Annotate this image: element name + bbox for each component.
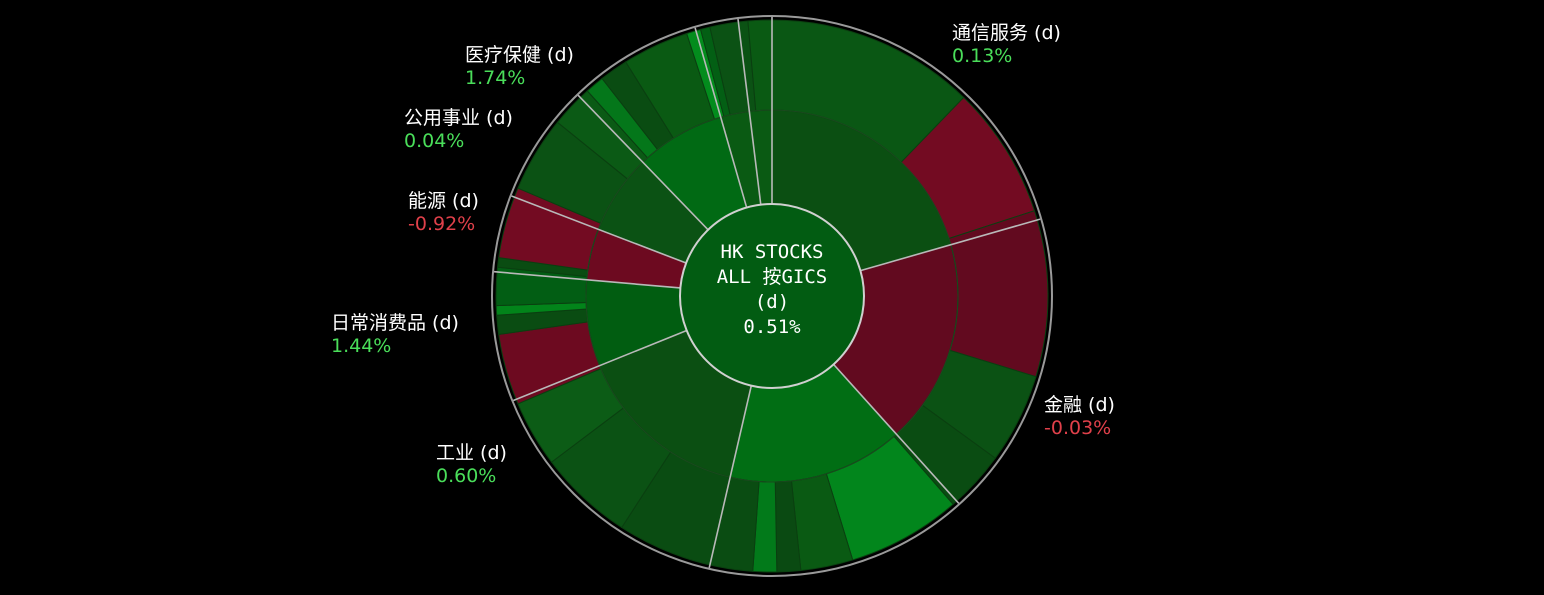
center-title-line2: ALL 按GICS (716, 266, 828, 288)
sector-name: 工业 (d) (436, 442, 507, 464)
sector-name: 医疗保健 (d) (465, 44, 574, 66)
center-title-line1: HK STOCKS (720, 241, 824, 263)
sector-name: 日常消费品 (d) (331, 312, 459, 334)
sector-label-utilities[interactable]: 公用事业 (d) 0.04% (404, 107, 513, 153)
sector-change: 0.60% (436, 465, 497, 487)
sector-separator (511, 195, 687, 264)
sector-label-industrials[interactable]: 工业 (d) 0.60% (436, 442, 507, 488)
sector-separator (860, 218, 1041, 272)
sector-label-consumer-staples[interactable]: 日常消费品 (d) 1.44% (331, 312, 459, 358)
sector-change: 0.04% (404, 130, 465, 152)
sector-label-healthcare[interactable]: 医疗保健 (d) 1.74% (465, 44, 574, 90)
sector-separator (737, 18, 762, 205)
sector-change: -0.03% (1044, 417, 1112, 439)
sector-label-communication[interactable]: 通信服务 (d) 0.13% (952, 22, 1061, 68)
outer-ring (491, 15, 1053, 577)
sector-change: 1.74% (465, 67, 526, 89)
sunburst-rings (491, 15, 1053, 577)
sector-name: 公用事业 (d) (404, 107, 513, 129)
sector-name: 能源 (d) (408, 190, 479, 212)
sector-change: 1.44% (331, 335, 392, 357)
sector-name: 通信服务 (d) (952, 22, 1061, 44)
center-label: HK STOCKS ALL 按GICS (d) 0.51% (672, 240, 872, 340)
sector-change: 0.13% (952, 45, 1013, 67)
center-total-value: 0.51% (743, 316, 801, 338)
center-disc (679, 203, 865, 389)
center-title-line3: (d) (754, 291, 790, 313)
sector-label-financials[interactable]: 金融 (d) -0.03% (1044, 394, 1115, 440)
sector-separator (694, 27, 748, 208)
sector-separator (577, 94, 709, 231)
sector-change: -0.92% (408, 213, 476, 235)
sector-label-energy[interactable]: 能源 (d) -0.92% (408, 190, 479, 236)
sector-separator (493, 270, 681, 289)
sector-separator (708, 385, 753, 569)
outer-ring-segment (948, 210, 1049, 378)
sector-separator (513, 329, 687, 402)
sector-separator (832, 363, 960, 504)
sector-name: 金融 (d) (1044, 394, 1115, 416)
